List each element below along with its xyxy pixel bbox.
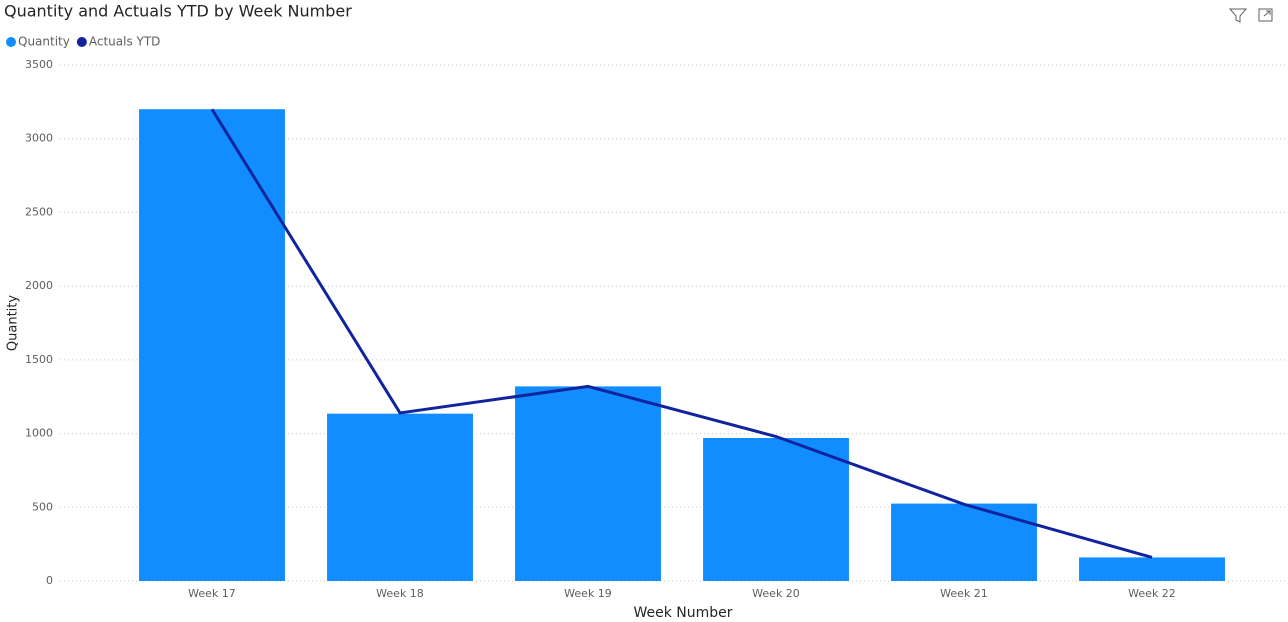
y-tick-label: 3000 [25,132,53,145]
legend-marker [76,37,87,47]
line [210,108,1153,559]
x-axis-title: Week Number [633,605,732,621]
y-tick-label: 1000 [25,427,53,440]
x-tick-label: Week 20 [752,587,800,600]
x-tick-label: Week 19 [564,587,612,600]
legend-label: Quantity [18,35,70,49]
y-tick-label: 1500 [25,353,53,366]
bar [139,109,285,581]
filter-icon[interactable] [1228,8,1248,23]
legend-label: Actuals YTD [89,35,161,49]
y-tick-label: 500 [32,500,53,513]
legend-marker [6,37,16,47]
y-tick-label: 0 [46,574,53,587]
y-tick-label: 3500 [25,58,53,71]
x-tick-label: Week 17 [188,587,236,600]
x-tick-label: Week 18 [376,587,424,600]
x-tick-label: Week 22 [1128,587,1176,600]
y-axis-title: Quantity [6,295,21,351]
bar [515,386,661,581]
bar [1079,557,1225,581]
bar [327,413,473,581]
focus-icon[interactable] [1258,8,1273,22]
bar [703,437,849,581]
bar [891,503,1037,581]
y-tick-label: 2500 [25,205,53,218]
y-tick-label: 2000 [25,279,53,292]
chart-title: Quantity and Actuals YTD by Week Number [4,2,352,21]
x-tick-label: Week 21 [940,587,988,600]
